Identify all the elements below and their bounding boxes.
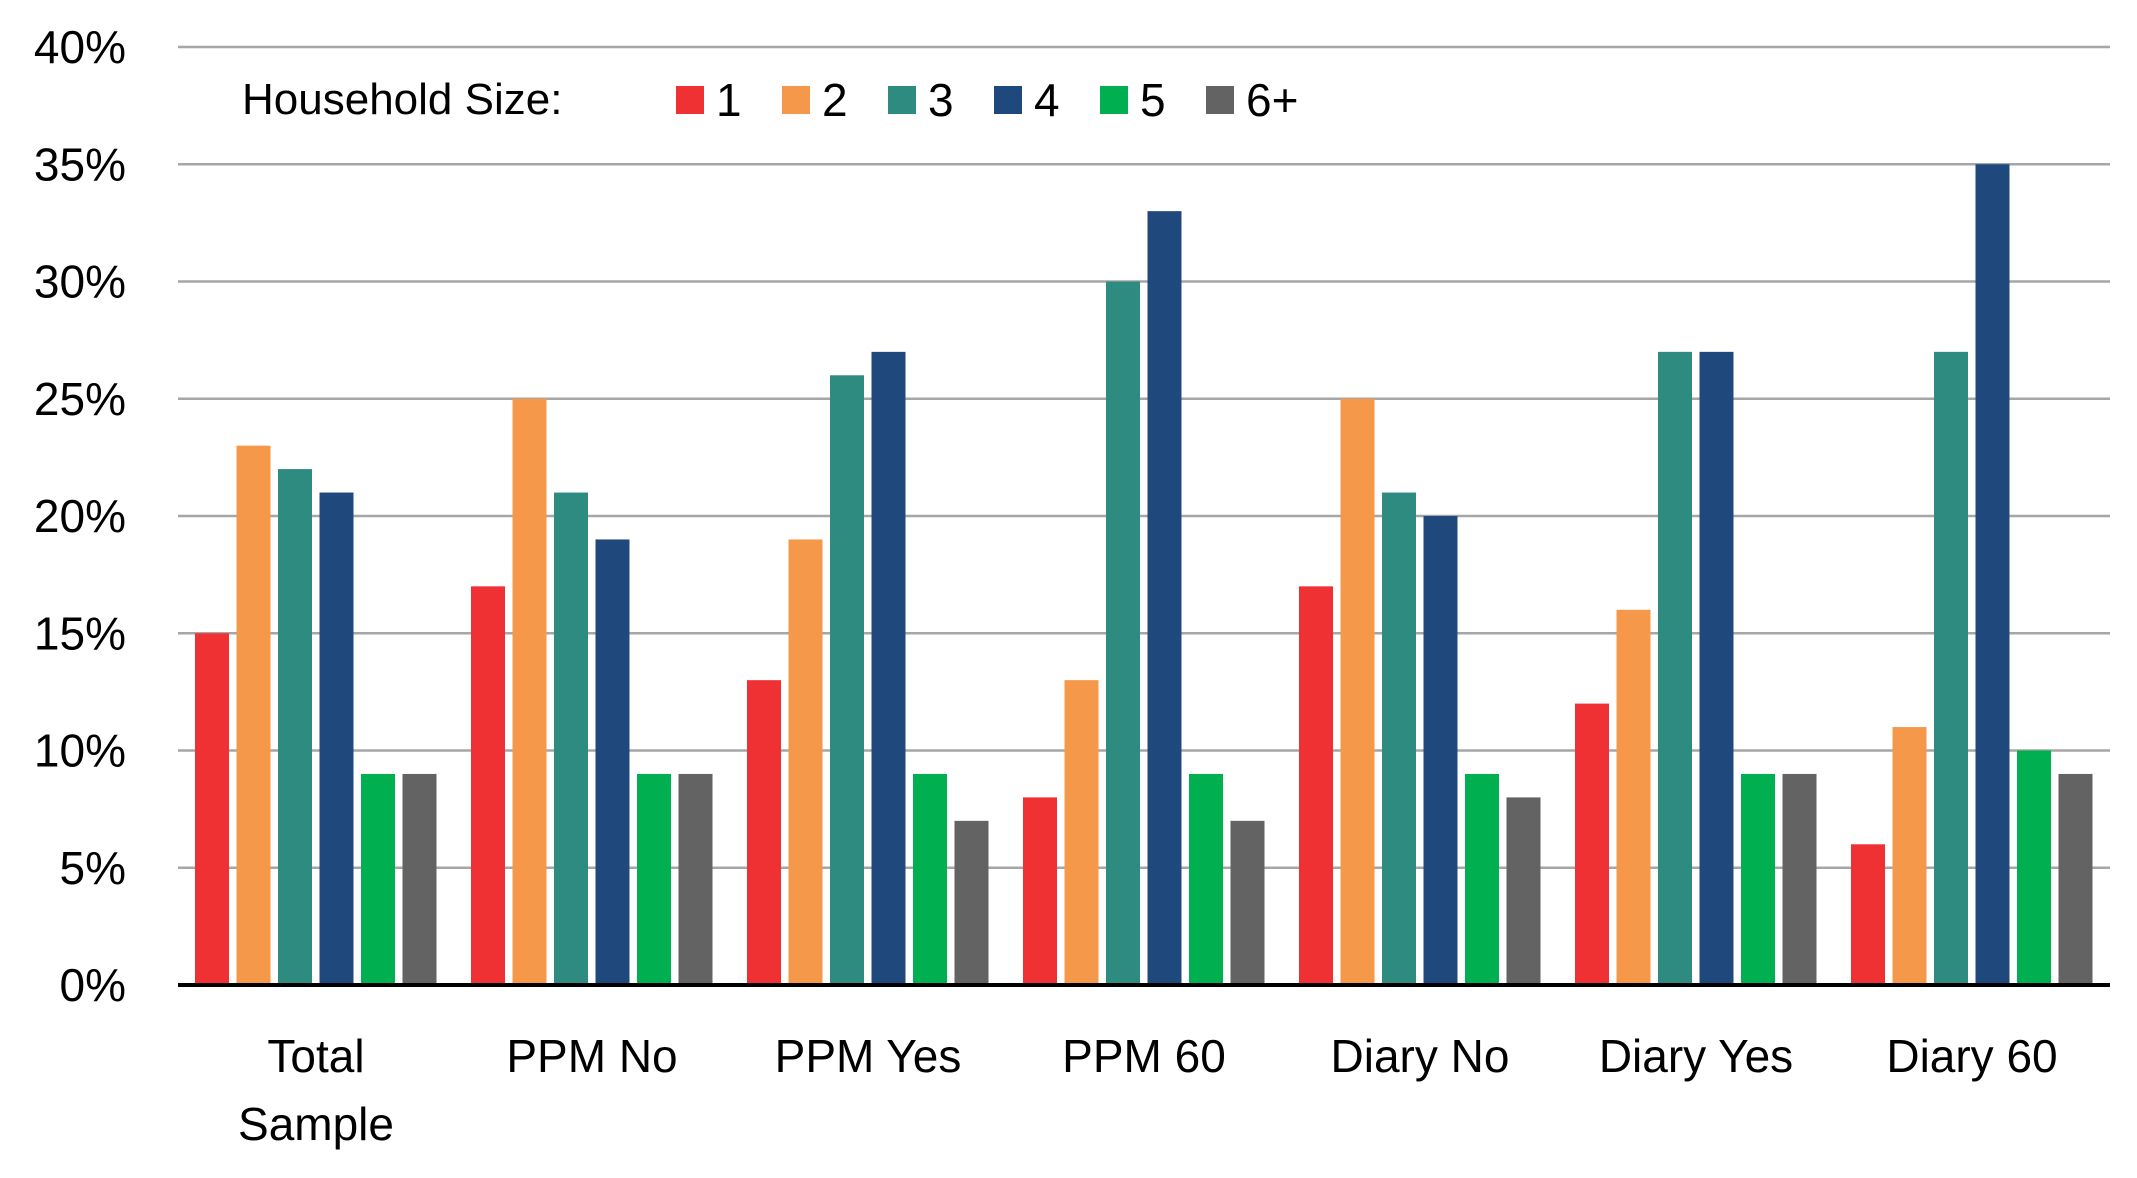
bar: [871, 351, 906, 986]
bar: [2058, 773, 2093, 985]
bar: [1975, 164, 2010, 985]
bar: [678, 773, 713, 985]
y-tick-label: 20%: [34, 490, 126, 542]
y-tick-label: 35%: [34, 138, 126, 190]
bar: [1658, 351, 1692, 986]
bar: [1741, 773, 1775, 985]
x-tick-label: Diary Yes: [1599, 1030, 1793, 1082]
bar: [788, 539, 823, 985]
bar: [1506, 797, 1541, 985]
bar: [954, 820, 989, 985]
bar: [595, 539, 630, 985]
bar: [830, 375, 864, 985]
bar: [1230, 820, 1265, 985]
bar: [1340, 398, 1375, 985]
legend-label: 4: [1034, 74, 1060, 126]
legend-swatch: [782, 86, 810, 114]
bar: [1064, 680, 1099, 985]
y-tick-label: 15%: [34, 607, 126, 659]
y-tick-label: 10%: [34, 725, 126, 777]
y-tick-label: 0%: [60, 959, 126, 1011]
x-tick-label: Total Sample: [238, 1030, 394, 1150]
legend-swatch: [994, 86, 1022, 114]
x-tick-label: Diary 60: [1886, 1030, 2057, 1082]
bar: [319, 492, 354, 985]
bar: [1616, 609, 1651, 985]
bar: [512, 398, 547, 985]
legend-label: 5: [1140, 74, 1166, 126]
bar: [747, 680, 781, 985]
x-tick-label: PPM Yes: [775, 1030, 962, 1082]
bar: [1147, 211, 1182, 985]
y-tick-label: 5%: [60, 842, 126, 894]
x-axis-category-labels: Total Sample PPM No PPM Yes PPM 60 Diary No Di…: [238, 1030, 2058, 1150]
legend-swatch: [1100, 86, 1128, 114]
bar: [236, 445, 271, 985]
x-tick-label: Diary No: [1331, 1030, 1510, 1082]
legend-swatch: [888, 86, 916, 114]
bar: [1892, 727, 1927, 985]
y-tick-label: 40%: [34, 21, 126, 73]
y-axis-tick-labels: 0% 5% 10% 15% 20% 25% 30% 35% 40%: [34, 21, 126, 1011]
bar: [1465, 773, 1499, 985]
bar: [1382, 492, 1416, 985]
bar: [361, 773, 395, 985]
bar: [637, 773, 671, 985]
bar: [554, 492, 588, 985]
legend-swatch: [1206, 86, 1234, 114]
y-tick-label: 25%: [34, 373, 126, 425]
bar: [1575, 703, 1609, 985]
gridlines: [178, 45, 2110, 869]
x-tick-label: PPM No: [506, 1030, 677, 1082]
legend-swatch: [676, 86, 704, 114]
bar: [913, 773, 947, 985]
bar: [1934, 351, 1968, 986]
bar: [1299, 586, 1333, 985]
bar: [1106, 281, 1140, 985]
bar: [1023, 797, 1057, 985]
legend-label: 2: [822, 74, 848, 126]
legend-label: 6+: [1246, 74, 1298, 126]
bar: [471, 586, 505, 985]
bar: [2017, 750, 2051, 985]
bar: [402, 773, 437, 985]
bar: [1851, 844, 1885, 985]
bar: [1782, 773, 1817, 985]
bar: [1699, 351, 1734, 986]
bar: [1189, 773, 1223, 985]
bar: [195, 633, 229, 985]
bar: [278, 469, 312, 986]
x-tick-label: PPM 60: [1062, 1030, 1226, 1082]
legend-title: Household Size:: [242, 75, 562, 124]
legend: Household Size: 1 2 3 4 5 6+: [242, 74, 1298, 126]
legend-label: 3: [928, 74, 954, 126]
bar: [1423, 516, 1458, 985]
bars: [195, 164, 2093, 986]
y-tick-label: 30%: [34, 256, 126, 308]
legend-label: 1: [716, 74, 742, 126]
